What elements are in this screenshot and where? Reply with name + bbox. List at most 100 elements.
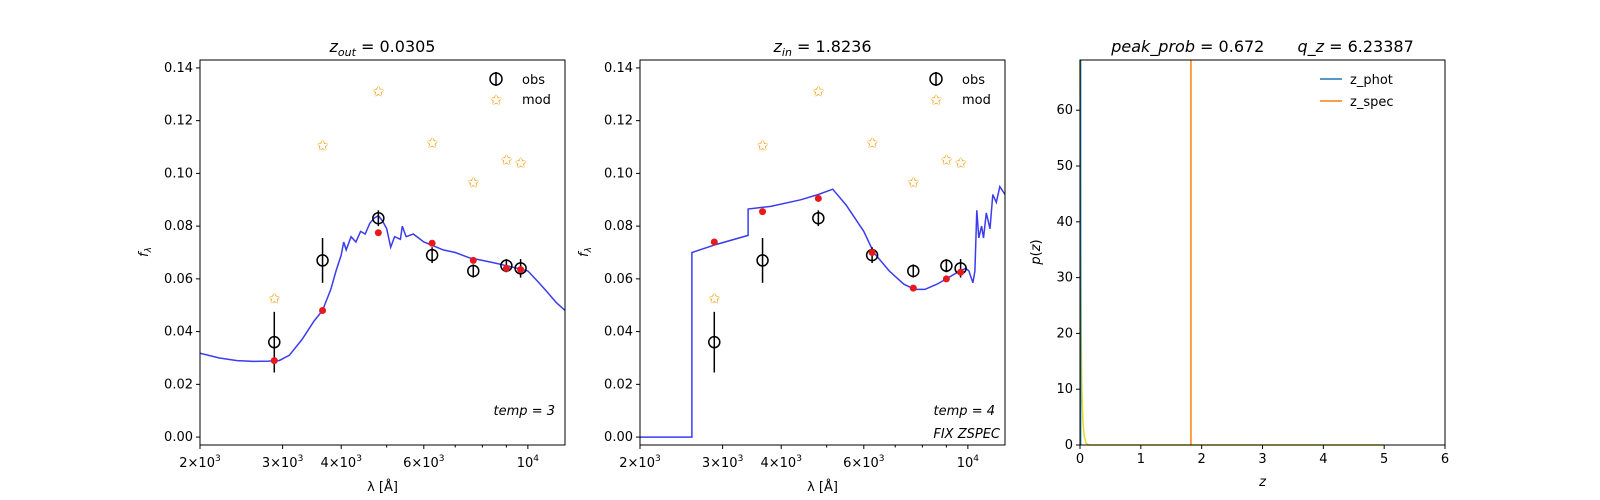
y-tick-label: 0.08	[164, 219, 193, 234]
sed-panel-zout: ✩✩✩✩✩✩ ✩ zout = 0.0305 λ [Å] fλ 0.000.020…	[137, 37, 566, 495]
model-photometry-point	[469, 256, 477, 264]
plot-frame	[1079, 59, 1446, 446]
mod-star-point: ✩	[500, 151, 513, 169]
pz-curve	[1079, 59, 1385, 446]
model-photometry-point	[957, 268, 965, 276]
fix-zspec-annotation: FIX ZSPEC	[933, 427, 1001, 442]
y-tick-label: 0.02	[604, 377, 633, 392]
mod-star-point: ✩	[372, 83, 385, 101]
x-axis-label: λ [Å]	[807, 479, 838, 495]
x-tick-label: 2	[1198, 452, 1206, 467]
legend-entry-mod: mod	[962, 93, 991, 108]
y-tick-label: 0.00	[604, 430, 633, 445]
model-photometry-point	[759, 208, 767, 216]
x-tick-label: 104	[957, 454, 980, 471]
obs-point	[425, 248, 439, 262]
y-axis-label: fλ	[577, 247, 594, 257]
model-sed-curve	[200, 214, 565, 363]
mod-star-point: ✩	[316, 137, 329, 155]
obs-point	[940, 259, 953, 272]
legend-entry-z-phot: z_phot	[1350, 73, 1393, 88]
mod-star-point: ✩	[866, 134, 879, 152]
x-tick-label: 6×103	[403, 454, 444, 471]
obs-point	[756, 254, 769, 267]
panel-title: zout = 0.0305	[329, 37, 436, 59]
y-axis-label: p(z)	[1029, 239, 1044, 265]
legend-entry-obs: obs	[522, 73, 545, 88]
mod-star-point: ✩	[812, 83, 825, 101]
temp-annotation: temp = 3	[494, 404, 555, 419]
model-photometry-point	[517, 266, 525, 274]
x-tick-label: 0	[1076, 452, 1084, 467]
model-photometry-point	[868, 249, 876, 256]
x-tick-label: 4×103	[320, 454, 361, 471]
y-axis-label: fλ	[137, 247, 154, 257]
x-tick-label: 6×103	[843, 454, 884, 471]
obs-point	[514, 262, 527, 275]
mod-star-point: ✩	[756, 137, 769, 155]
x-tick-label: 3×103	[702, 454, 743, 471]
mod-star-point: ✩	[514, 154, 527, 172]
obs-point	[268, 335, 281, 349]
y-tick-label: 50	[1056, 159, 1073, 174]
legend-entry-z-spec: z_spec	[1350, 95, 1394, 110]
model-photometry-point	[270, 357, 278, 365]
x-tick-label: 4	[1319, 452, 1327, 467]
obs-point	[907, 264, 920, 278]
mod-star-point: ✩	[940, 151, 953, 169]
legend-mod-star-icon: ✩	[930, 91, 943, 109]
model-photometry-point	[319, 307, 327, 315]
x-tick-label: 2×103	[619, 454, 660, 471]
y-tick-label: 0.08	[604, 219, 633, 234]
mod-star-point: ✩	[907, 174, 920, 192]
legend: obs ✩ mod	[489, 72, 551, 109]
pz-panel: peak_prob = 0.672 q_z = 6.23387 z p(z) 0…	[1029, 37, 1449, 490]
x-tick-label: 1	[1137, 452, 1145, 467]
x-tick-label: 2×103	[179, 454, 220, 471]
panel-title: zin = 1.8236	[773, 37, 872, 59]
obs-point	[316, 254, 329, 267]
y-tick-label: 30	[1056, 271, 1073, 286]
mod-star-point: ✩	[467, 174, 480, 192]
legend-entry-obs: obs	[962, 73, 985, 88]
temp-annotation: temp = 4	[934, 404, 995, 419]
y-tick-label: 0.00	[164, 430, 193, 445]
legend-mod-star-icon: ✩	[490, 91, 503, 109]
panel-title: peak_prob = 0.672 q_z = 6.23387	[1110, 37, 1414, 57]
legend: obs ✩ mod	[929, 72, 991, 109]
y-tick-label: 0.02	[164, 377, 193, 392]
model-photometry-point	[428, 239, 436, 247]
model-photometry-point	[909, 284, 917, 292]
legend-entry-mod: mod	[522, 93, 551, 108]
x-tick-label: 4×103	[760, 454, 801, 471]
y-tick-label: 0.10	[604, 166, 633, 181]
y-tick-label: 0.10	[164, 166, 193, 181]
x-tick-label: 6	[1441, 452, 1449, 467]
x-tick-label: 3	[1258, 452, 1266, 467]
y-tick-label: 0.06	[604, 272, 633, 287]
x-tick-label: 104	[517, 454, 540, 471]
y-tick-label: 0.04	[164, 325, 193, 340]
y-tick-label: 0.06	[164, 272, 193, 287]
y-tick-label: 0.14	[164, 61, 193, 76]
sed-panel-zin: ✩ ✩ ✩ ✩ ✩ ✩ ✩ zin = 1.8236 λ [Å] fλ 0.00 0.02 0.…	[577, 37, 1006, 495]
y-tick-label: 0.14	[604, 61, 633, 76]
model-photometry-point	[374, 229, 382, 237]
obs-point	[708, 335, 721, 349]
model-photometry-point	[502, 264, 510, 272]
y-tick-label: 20	[1056, 326, 1073, 341]
model-photometry-point	[942, 275, 950, 283]
y-tick-label: 0.04	[604, 325, 633, 340]
y-tick-label: 60	[1056, 103, 1073, 118]
plot-frame	[639, 59, 1006, 446]
plot-frame	[199, 59, 566, 446]
obs-point	[467, 264, 480, 278]
y-tick-label: 0	[1065, 438, 1073, 453]
model-photometry-point	[710, 238, 718, 246]
model-sed-curve	[640, 184, 1005, 438]
x-axis-label: λ [Å]	[367, 479, 398, 495]
y-tick-label: 0.12	[604, 114, 633, 129]
mod-star-point: ✩	[708, 290, 721, 308]
model-photometry-point	[814, 194, 822, 202]
